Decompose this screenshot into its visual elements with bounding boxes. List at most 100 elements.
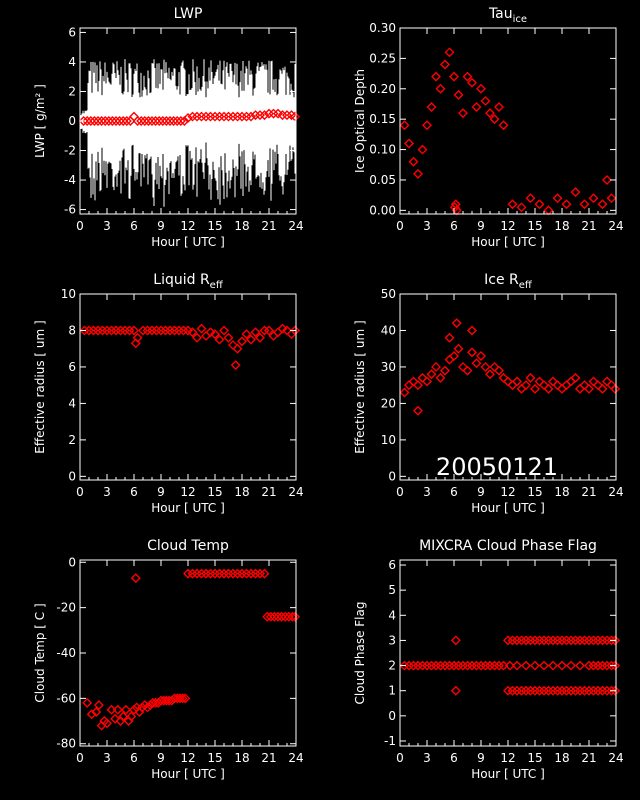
data-point [413, 168, 423, 179]
x-axis-label: Hour [ UTC ] [151, 767, 225, 781]
y-axis-label: Cloud Temp [ C ] [33, 603, 47, 702]
x-tick-label: 0 [76, 485, 84, 499]
data-point [521, 380, 531, 391]
x-tick-label: 24 [288, 751, 303, 765]
data-point [175, 116, 186, 126]
data-point [606, 635, 617, 646]
x-tick-label: 21 [581, 751, 596, 765]
data-point [112, 704, 123, 715]
data-point [192, 332, 202, 343]
y-tick-label: -4 [64, 173, 76, 187]
x-tick-label: 15 [207, 485, 222, 499]
chart-title: Cloud Temp [147, 538, 229, 554]
chart-title-main: Ice R [484, 272, 519, 288]
y-tick-label: -6 [64, 203, 76, 217]
data-point [584, 383, 594, 394]
data-point [557, 383, 567, 394]
data-point [228, 340, 238, 351]
data-point [449, 351, 459, 361]
chart-title-main: Liquid R [153, 272, 210, 288]
data-point [422, 376, 432, 387]
y-tick-label: 20 [381, 396, 396, 410]
y-tick-label: -1 [384, 734, 396, 748]
data-point [136, 116, 147, 126]
data-point [467, 325, 477, 336]
data-point [102, 718, 112, 729]
data-point [154, 116, 165, 126]
data-point [480, 95, 491, 106]
data-point [85, 116, 96, 126]
data-point [142, 702, 153, 713]
y-tick-label: -2 [64, 144, 76, 158]
data-point [566, 376, 576, 387]
data-point [111, 116, 121, 126]
data-point [489, 114, 500, 125]
x-axis-label: Hour [ UTC ] [471, 235, 545, 249]
y-axis-label: LWP [ g/m² ] [33, 84, 47, 158]
data-point [147, 116, 157, 126]
data-point [408, 156, 419, 167]
x-tick-label: 6 [450, 485, 458, 499]
y-tick-label: 0.30 [369, 21, 396, 35]
data-point [561, 199, 572, 210]
y-tick-label: 0 [68, 114, 76, 128]
data-point [150, 116, 161, 126]
data-point [139, 116, 150, 126]
x-tick-label: 9 [157, 485, 165, 499]
data-point [168, 116, 179, 126]
data-point [246, 111, 256, 122]
chart-title: MIXCRA Cloud Phase Flag [419, 538, 597, 554]
x-tick-label: 24 [608, 485, 623, 499]
data-point [404, 138, 414, 149]
x-tick-label: 9 [157, 219, 165, 233]
data-point [440, 365, 450, 376]
data-point [552, 193, 563, 204]
data-point [610, 383, 621, 394]
data-point [530, 383, 540, 394]
x-tick-label: 12 [180, 219, 195, 233]
data-point [503, 376, 513, 387]
x-axis-label: Hour [ UTC ] [471, 501, 545, 515]
data-point [177, 693, 188, 704]
data-point [512, 660, 522, 671]
data-point [129, 704, 139, 715]
data-point [548, 376, 558, 387]
y-tick-label: 0.25 [369, 51, 396, 65]
data-point [255, 332, 265, 343]
chart-title-main: LWP [174, 6, 203, 22]
data-point [86, 709, 97, 720]
data-point [287, 611, 298, 622]
x-tick-label: 12 [500, 485, 515, 499]
data-point [516, 202, 527, 213]
x-tick-label: 21 [581, 485, 596, 499]
y-tick-label: 2 [68, 84, 76, 98]
data-point [120, 704, 131, 715]
data-point [219, 325, 229, 336]
y-tick-label: -60 [56, 691, 76, 705]
series-phase-2 [503, 685, 621, 696]
data-point [230, 360, 241, 371]
y-tick-label: -20 [56, 601, 76, 615]
y-tick-label: 1 [388, 684, 396, 698]
x-tick-label: 3 [423, 485, 431, 499]
data-point [413, 405, 423, 416]
data-point [471, 358, 482, 369]
series-lwp-0 [78, 108, 301, 126]
data-point [543, 205, 554, 216]
x-tick-label: 24 [288, 219, 303, 233]
data-point [543, 383, 554, 394]
series-tau-0 [399, 47, 617, 216]
y-tick-label: -80 [56, 737, 76, 751]
data-point [610, 685, 621, 696]
data-point [489, 361, 500, 372]
data-point [476, 83, 486, 94]
data-point [273, 611, 283, 622]
x-tick-label: 0 [396, 751, 404, 765]
data-point [259, 568, 270, 579]
chart-title: Ice Reff [484, 272, 533, 291]
data-point [290, 611, 301, 622]
data-point [449, 71, 459, 82]
data-point [494, 365, 504, 376]
data-point [539, 660, 549, 671]
x-tick-label: 24 [288, 485, 303, 499]
